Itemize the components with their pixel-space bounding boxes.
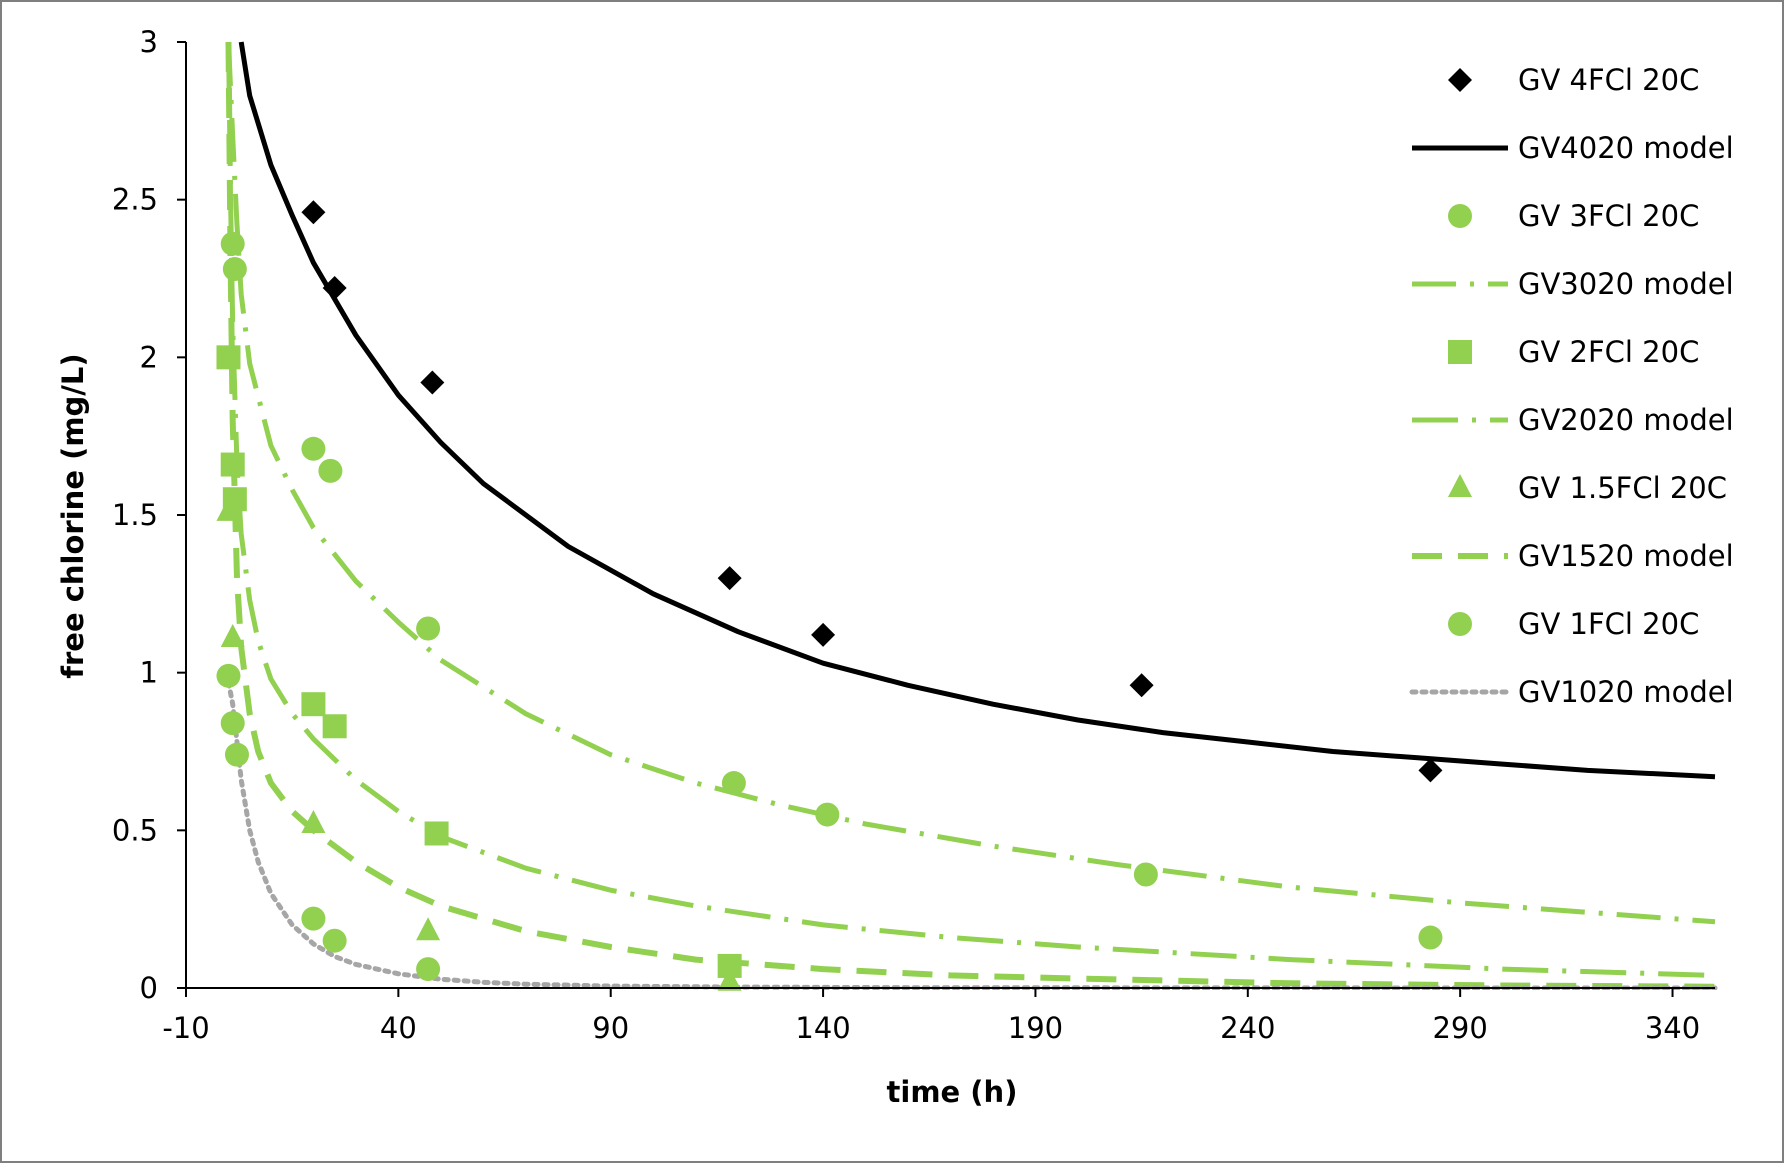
legend-label-gv-4fcl-20c: GV 4FCl 20C bbox=[1518, 63, 1699, 97]
series-line-gv3020-model bbox=[226, 41, 1716, 925]
data-point-gv-2fcl-20c bbox=[322, 714, 347, 739]
data-point-gv-1.5fcl-20c bbox=[717, 967, 742, 991]
x-tick-label: 290 bbox=[1432, 1011, 1487, 1045]
x-tick-label: 90 bbox=[592, 1011, 629, 1045]
data-point-gv-4fcl-20c bbox=[322, 275, 347, 300]
data-point-gv-2fcl-20c bbox=[220, 452, 245, 477]
data-point-gv-3fcl-20c bbox=[721, 771, 746, 796]
data-point-gv-2fcl-20c bbox=[424, 821, 449, 846]
x-tick-label: 340 bbox=[1645, 1011, 1700, 1045]
x-tick-label: -10 bbox=[162, 1011, 209, 1045]
data-point-gv-3fcl-20c bbox=[815, 802, 840, 827]
x-tick-label: 140 bbox=[795, 1011, 850, 1045]
legend-label-gv-1fcl-20c: GV 1FCl 20C bbox=[1518, 607, 1699, 641]
data-point-gv-1.5fcl-20c bbox=[301, 810, 326, 834]
legend-label-gv4020-model: GV4020 model bbox=[1518, 131, 1734, 165]
y-tick-label: 1 bbox=[140, 656, 158, 690]
data-point-gv-3fcl-20c bbox=[318, 458, 343, 483]
legend-marker-gv-3fcl-20c bbox=[1448, 204, 1472, 228]
series-line-gv2020-model bbox=[226, 41, 1716, 978]
data-point-gv-1fcl-20c bbox=[220, 711, 245, 736]
data-point-gv-4fcl-20c bbox=[717, 566, 742, 591]
tick-labels: -10 40 90 140 190 240 290 340 0 0.5 1 1.5 2 2.5 3 bbox=[112, 25, 1700, 1045]
legend-marker-gv-2fcl-20c bbox=[1448, 340, 1472, 364]
legend-label-gv1520-model: GV1520 model bbox=[1518, 539, 1734, 573]
plot-points bbox=[216, 200, 1443, 991]
axes bbox=[177, 41, 1715, 997]
data-point-gv-1.5fcl-20c bbox=[216, 497, 241, 521]
data-point-gv-4fcl-20c bbox=[1418, 758, 1443, 783]
legend-label-gv-3fcl-20c: GV 3FCl 20C bbox=[1518, 199, 1699, 233]
data-point-gv-1.5fcl-20c bbox=[220, 623, 245, 647]
data-point-gv-1fcl-20c bbox=[301, 906, 326, 931]
data-point-gv-1fcl-20c bbox=[322, 928, 347, 953]
data-point-gv-1fcl-20c bbox=[216, 663, 241, 688]
data-point-gv-3fcl-20c bbox=[1133, 862, 1158, 887]
data-point-gv-2fcl-20c bbox=[301, 692, 326, 717]
data-point-gv-1fcl-20c bbox=[224, 742, 249, 767]
legend-label-gv1020-model: GV1020 model bbox=[1518, 675, 1734, 709]
x-tick-label: 40 bbox=[380, 1011, 417, 1045]
legend-label-gv-2fcl-20c: GV 2FCl 20C bbox=[1518, 335, 1699, 369]
data-point-gv-1.5fcl-20c bbox=[416, 917, 441, 941]
data-point-gv-3fcl-20c bbox=[220, 231, 245, 256]
data-point-gv-4fcl-20c bbox=[420, 370, 445, 395]
legend-marker-gv-1fcl-20c bbox=[1448, 612, 1472, 636]
series-line-gv4020-model bbox=[238, 41, 1716, 780]
legend-label-gv3020-model: GV3020 model bbox=[1518, 267, 1734, 301]
legend-marker-gv-1.5fcl-20c bbox=[1448, 474, 1472, 497]
data-point-gv-3fcl-20c bbox=[222, 257, 247, 282]
data-point-gv-3fcl-20c bbox=[1418, 925, 1443, 950]
data-point-gv-2fcl-20c bbox=[216, 345, 241, 370]
y-tick-label: 2.5 bbox=[112, 183, 158, 217]
legend-label-gv-1.5fcl-20c: GV 1.5FCl 20C bbox=[1518, 471, 1727, 505]
data-point-gv-4fcl-20c bbox=[301, 200, 326, 225]
data-point-gv-1fcl-20c bbox=[416, 957, 441, 982]
plot-lines bbox=[225, 41, 1718, 990]
data-point-gv-4fcl-20c bbox=[1129, 673, 1154, 698]
legend-marker-gv-4fcl-20c bbox=[1448, 68, 1472, 92]
x-axis-title: time (h) bbox=[887, 1075, 1018, 1109]
series-line-gv1520-model bbox=[225, 41, 1716, 990]
y-tick-label: 2 bbox=[140, 340, 158, 374]
y-tick-label: 0.5 bbox=[112, 813, 158, 847]
y-tick-label: 1.5 bbox=[112, 498, 158, 532]
legend-label-gv2020-model: GV2020 model bbox=[1518, 403, 1734, 437]
legend: GV 4FCl 20C GV4020 model GV 3FCl 20C GV3020… bbox=[1409, 63, 1734, 709]
data-point-gv-4fcl-20c bbox=[811, 622, 836, 647]
y-tick-label: 0 bbox=[140, 971, 158, 1005]
y-tick-label: 3 bbox=[140, 25, 158, 59]
data-point-gv-3fcl-20c bbox=[301, 436, 326, 461]
data-point-gv-3fcl-20c bbox=[416, 616, 441, 641]
x-tick-label: 240 bbox=[1220, 1011, 1275, 1045]
y-axis-title: free chlorine (mg/L) bbox=[56, 353, 90, 678]
x-tick-label: 190 bbox=[1008, 1011, 1063, 1045]
